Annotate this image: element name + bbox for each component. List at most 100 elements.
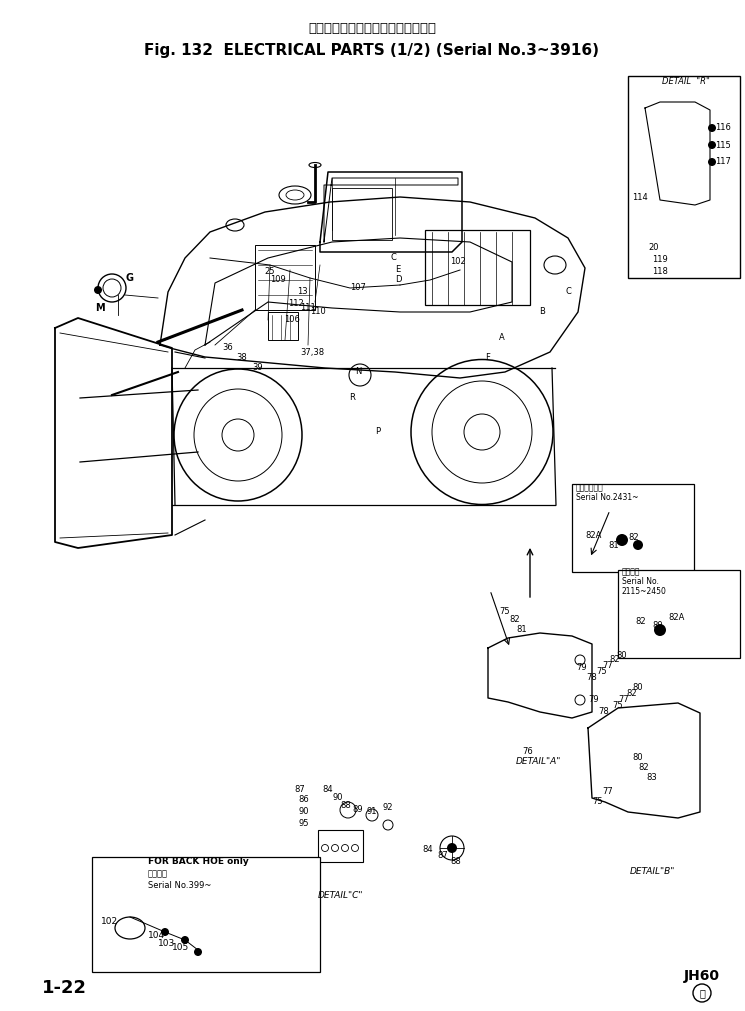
Bar <box>318 830 363 862</box>
Circle shape <box>708 141 716 149</box>
Text: 37,38: 37,38 <box>300 348 324 357</box>
Text: Ⓐ: Ⓐ <box>699 988 705 998</box>
Text: 38: 38 <box>237 354 247 363</box>
Text: 76: 76 <box>523 747 533 756</box>
Text: 82A: 82A <box>668 614 685 623</box>
Text: 90: 90 <box>299 808 309 817</box>
Text: 102: 102 <box>101 918 118 926</box>
Text: 80: 80 <box>633 683 644 693</box>
Text: F: F <box>486 354 490 363</box>
Text: DETAIL"A": DETAIL"A" <box>516 757 561 766</box>
Text: Fig. 132  ELECTRICAL PARTS (1/2) (Serial No.3~3916): Fig. 132 ELECTRICAL PARTS (1/2) (Serial … <box>145 42 600 58</box>
Text: D: D <box>395 276 402 284</box>
Text: 20: 20 <box>648 244 659 253</box>
Circle shape <box>181 936 189 944</box>
Text: 110: 110 <box>310 307 326 316</box>
Text: G: G <box>125 273 133 283</box>
Text: 119: 119 <box>652 256 668 265</box>
Text: JH60: JH60 <box>684 969 720 983</box>
Text: 82: 82 <box>638 763 650 772</box>
Circle shape <box>161 928 169 936</box>
Text: 82: 82 <box>628 534 638 543</box>
Text: 84: 84 <box>422 845 434 854</box>
Text: 75: 75 <box>500 608 510 617</box>
Text: P: P <box>375 428 381 437</box>
Text: 常用電気: 常用電気 <box>622 567 641 576</box>
Text: 25: 25 <box>264 268 275 276</box>
Text: DETAIL"C": DETAIL"C" <box>317 891 363 900</box>
Text: 75: 75 <box>597 667 607 676</box>
Text: 107: 107 <box>350 283 366 292</box>
Text: 112: 112 <box>288 298 304 307</box>
Bar <box>268 312 298 340</box>
Text: 105: 105 <box>172 943 189 952</box>
Bar <box>572 484 694 572</box>
Text: 92: 92 <box>383 804 393 813</box>
Text: 通用号機: 通用号機 <box>148 869 168 879</box>
Text: 39: 39 <box>253 364 263 372</box>
Text: 87: 87 <box>437 850 448 859</box>
Text: 111: 111 <box>300 303 316 312</box>
Circle shape <box>708 158 716 166</box>
Text: 82: 82 <box>635 618 646 627</box>
Text: C: C <box>390 254 396 263</box>
Text: 81: 81 <box>608 541 618 550</box>
Text: 103: 103 <box>158 938 175 947</box>
Text: 115: 115 <box>715 141 731 150</box>
Text: 109: 109 <box>270 276 286 284</box>
Text: 104: 104 <box>148 930 165 939</box>
Text: N: N <box>355 368 361 376</box>
Circle shape <box>447 843 457 853</box>
Text: 79: 79 <box>577 663 587 672</box>
Circle shape <box>616 534 628 546</box>
Circle shape <box>708 124 716 132</box>
Text: 82: 82 <box>510 616 520 625</box>
Text: C: C <box>565 287 571 296</box>
Text: 前後常用電気: 前後常用電気 <box>576 483 603 492</box>
Text: 88: 88 <box>451 857 461 866</box>
Text: DETAIL  "R": DETAIL "R" <box>662 78 710 87</box>
Text: 83: 83 <box>647 773 657 783</box>
Text: 36: 36 <box>223 344 233 353</box>
Text: 75: 75 <box>612 702 624 711</box>
Bar <box>332 188 392 240</box>
Text: 13: 13 <box>297 287 307 296</box>
Bar <box>628 76 740 278</box>
Text: 102: 102 <box>450 258 466 267</box>
Text: 2115~2450: 2115~2450 <box>622 587 667 596</box>
Text: B: B <box>539 307 545 316</box>
Bar <box>618 570 740 658</box>
Text: 89: 89 <box>352 806 364 815</box>
Text: エレクトリカルパーツ　　通用号機: エレクトリカルパーツ 通用号機 <box>308 21 436 34</box>
Text: DETAIL"B": DETAIL"B" <box>630 867 675 877</box>
Text: 82: 82 <box>609 655 621 664</box>
Circle shape <box>654 624 666 636</box>
Text: 90: 90 <box>333 794 343 803</box>
Text: 80: 80 <box>617 650 627 659</box>
Text: 106: 106 <box>284 315 300 325</box>
Text: 77: 77 <box>603 788 613 797</box>
Text: 118: 118 <box>652 268 668 276</box>
Circle shape <box>633 540 643 550</box>
Text: 82A: 82A <box>585 531 601 540</box>
Text: 78: 78 <box>586 673 597 682</box>
Text: 91: 91 <box>367 808 377 817</box>
Text: 114: 114 <box>632 193 647 202</box>
Circle shape <box>194 948 202 956</box>
Circle shape <box>94 286 102 294</box>
Text: 95: 95 <box>299 820 309 828</box>
Bar <box>425 229 530 305</box>
Text: 88: 88 <box>340 801 352 810</box>
Text: 1-22: 1-22 <box>42 979 87 997</box>
Text: 77: 77 <box>618 696 630 705</box>
Text: 79: 79 <box>589 696 599 705</box>
Text: 77: 77 <box>603 660 613 669</box>
Text: Serial No.2431~: Serial No.2431~ <box>576 493 638 502</box>
Text: 116: 116 <box>715 123 731 132</box>
Text: A: A <box>499 334 505 343</box>
Text: 81: 81 <box>517 626 527 635</box>
Text: 117: 117 <box>715 158 731 167</box>
Text: Serial No.399~: Serial No.399~ <box>148 881 212 890</box>
Text: 82: 82 <box>627 690 637 699</box>
Text: M: M <box>95 303 105 313</box>
